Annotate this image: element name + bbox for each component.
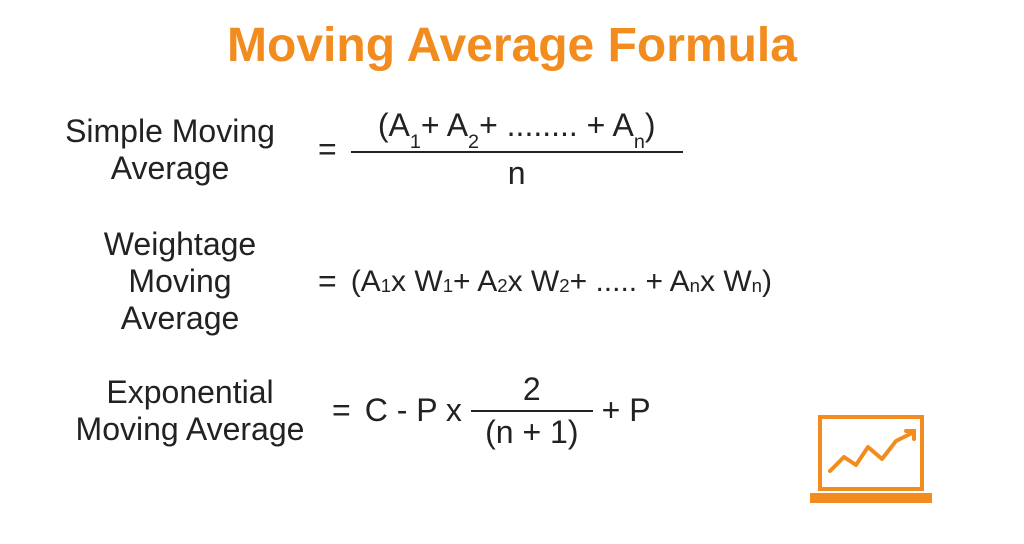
sma-expression: (A1+ A2+ ........ + An) n — [351, 107, 683, 192]
sma-fraction: (A1+ A2+ ........ + An) n — [351, 107, 683, 192]
chart-laptop-icon — [806, 411, 936, 516]
sma-num-part2: + A — [421, 107, 468, 143]
sma-sub1: 1 — [410, 131, 421, 153]
wma-s1: 1 — [381, 275, 391, 297]
formula-sma: Simple Moving Average = (A1+ A2+ .......… — [40, 107, 1024, 192]
sma-num-part1: (A — [378, 107, 410, 143]
sma-num-close: ) — [645, 107, 656, 143]
sma-label: Simple Moving Average — [40, 113, 300, 187]
wma-p3: + A — [453, 265, 497, 299]
wma-p5: + ..... + A — [570, 265, 690, 299]
wma-label-line1: Weightage — [104, 226, 256, 262]
ema-label-line2: Moving Average — [76, 411, 305, 447]
ema-equals: = — [332, 392, 351, 429]
wma-label: Weightage Moving Average — [70, 226, 290, 336]
wma-expression: (A1 x W1 + A2 x W2 + ..... + An x Wn) — [351, 265, 772, 299]
wma-swn: n — [752, 275, 762, 297]
wma-sn: n — [690, 275, 700, 297]
wma-s2: 2 — [497, 275, 507, 297]
ema-pre: C - P x — [365, 392, 471, 429]
sma-subn: n — [634, 131, 645, 153]
sma-denominator: n — [351, 151, 683, 192]
sma-label-line1: Simple Moving — [65, 113, 275, 149]
ema-fraction: 2 (n + 1) — [471, 371, 593, 451]
wma-sw1: 1 — [443, 275, 453, 297]
wma-p7: ) — [762, 265, 772, 299]
wma-p1: (A — [351, 265, 381, 299]
wma-p4: x W — [508, 265, 560, 299]
page-title: Moving Average Formula — [0, 18, 1024, 73]
ema-num: 2 — [517, 371, 547, 410]
wma-label-line3: Average — [121, 300, 240, 336]
wma-p6: x W — [700, 265, 752, 299]
sma-sub2: 2 — [468, 131, 479, 153]
formula-wma: Weightage Moving Average = (A1 x W1 + A2… — [40, 226, 1024, 336]
ema-label: Exponential Moving Average — [50, 374, 330, 448]
ema-expression: C - P x 2 (n + 1) + P — [365, 371, 651, 451]
sma-numerator: (A1+ A2+ ........ + An) — [372, 107, 662, 151]
ema-den: (n + 1) — [471, 410, 593, 451]
sma-equals: = — [318, 131, 337, 168]
wma-p2: x W — [391, 265, 443, 299]
sma-num-part3: + ........ + A — [479, 107, 634, 143]
wma-equals: = — [318, 263, 337, 300]
wma-label-line2: Moving — [128, 263, 231, 299]
ema-post: + P — [593, 392, 651, 429]
wma-sw2: 2 — [559, 275, 569, 297]
ema-label-line1: Exponential — [106, 374, 273, 410]
sma-label-line2: Average — [111, 150, 230, 186]
